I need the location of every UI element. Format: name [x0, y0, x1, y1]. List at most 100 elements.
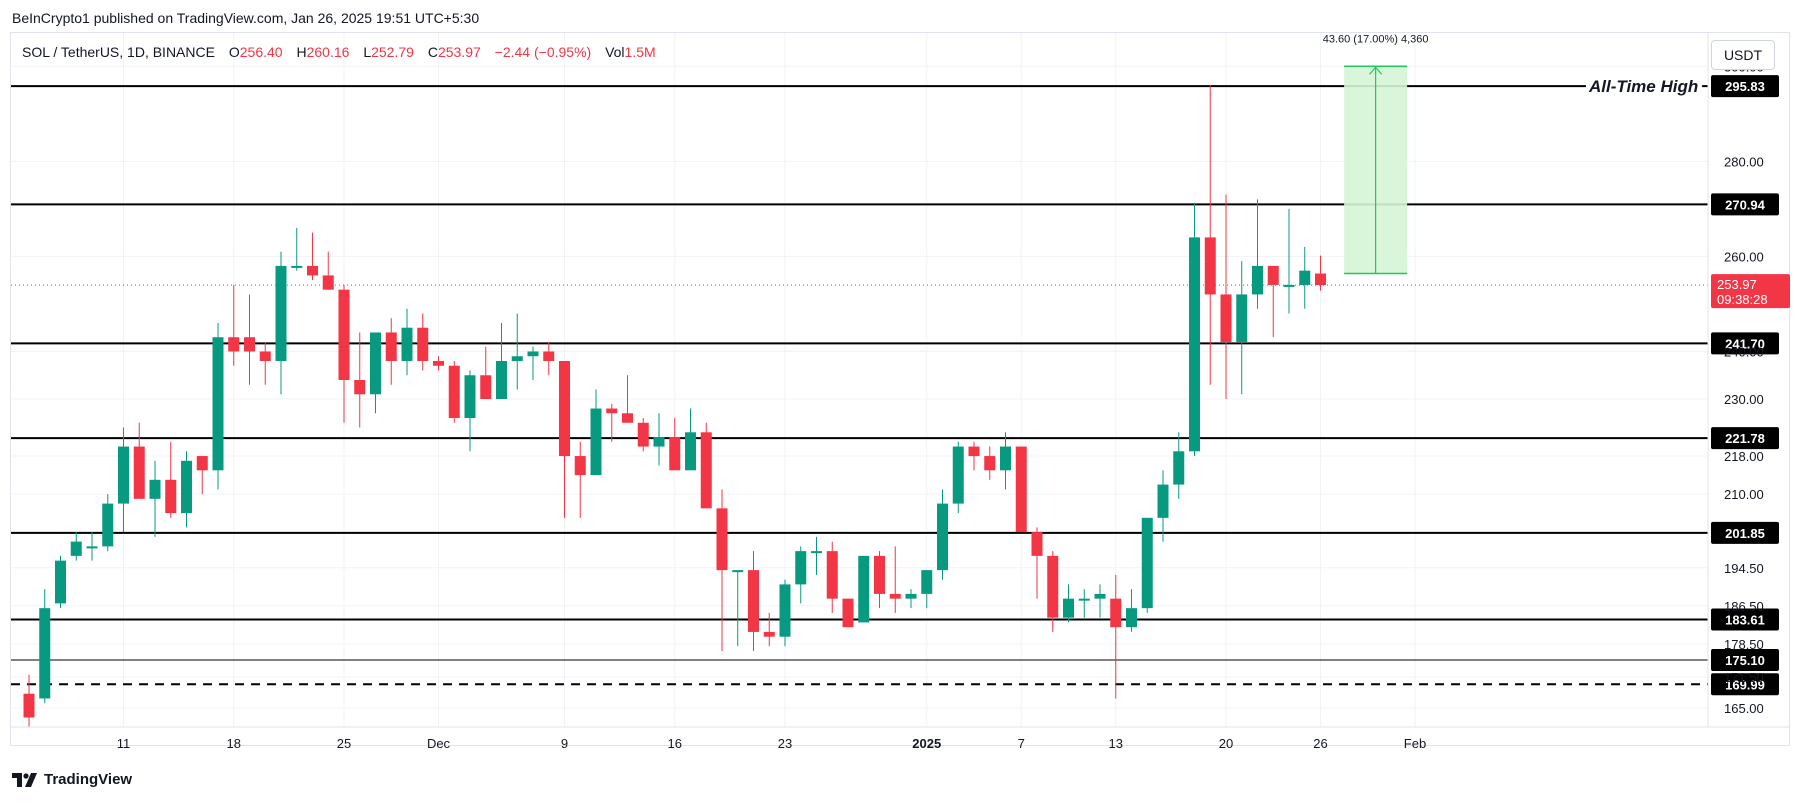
- level-price-tag: [1711, 193, 1779, 216]
- measure-arrow-head: [1369, 66, 1383, 75]
- candle-body: [511, 356, 523, 361]
- legend-low-label: L: [363, 44, 372, 60]
- y-tick-label: 218.00: [1724, 449, 1764, 464]
- level-price-tag: [1711, 332, 1779, 355]
- candle-body: [417, 327, 429, 361]
- candle-body: [181, 460, 192, 514]
- candle-body: [1126, 608, 1137, 628]
- level-price-label: 175.10: [1725, 653, 1765, 668]
- candle-body: [669, 437, 681, 471]
- y-tick-label: 178.50: [1724, 637, 1764, 652]
- y-tick-label: 240.00: [1724, 344, 1764, 359]
- candle-body: [86, 546, 98, 549]
- horizontal-levels: 295.83 All-Time High 270.94 241.70 221.78 201…: [11, 74, 1790, 696]
- last-price-label: 253.97: [1717, 277, 1757, 292]
- candle-body: [385, 332, 397, 361]
- candle-body: [448, 365, 460, 419]
- legend-low-value: 252.79: [371, 44, 414, 60]
- y-tick-label: 260.00: [1724, 249, 1764, 264]
- ohlc-legend: SOL / TetherUS, 1D, BINANCE O256.40 H260…: [22, 44, 656, 60]
- last-price-countdown: 09:38:28: [1717, 292, 1768, 307]
- tradingview-logo-icon: [12, 772, 37, 787]
- x-tick-label: 11: [117, 736, 131, 751]
- candle-body: [354, 380, 366, 395]
- candle-body: [984, 456, 996, 471]
- candle-body: [1063, 598, 1074, 618]
- level-price-label: 241.70: [1725, 336, 1765, 351]
- candle-body: [291, 265, 303, 268]
- candle-body: [1015, 446, 1027, 533]
- candle-body: [858, 555, 870, 623]
- candle-body: [1031, 532, 1043, 556]
- legend-symbol: SOL / TetherUS, 1D, BINANCE: [22, 44, 215, 60]
- legend-open-label: O: [228, 44, 240, 60]
- candle-body: [165, 479, 177, 514]
- candle-body: [433, 360, 444, 366]
- candle-body: [1267, 265, 1279, 285]
- x-tick-label: 2025: [912, 736, 941, 751]
- candle-body: [1157, 484, 1169, 518]
- legend-close-value: 253.97: [437, 44, 481, 60]
- candle-body: [574, 456, 586, 476]
- candle-body: [1094, 593, 1106, 599]
- legend-close-label: C: [427, 44, 438, 60]
- candle-body: [244, 337, 255, 352]
- candle-body: [1173, 451, 1185, 485]
- candle-body: [1141, 517, 1153, 609]
- candle-body: [401, 327, 413, 361]
- candle-body: [590, 408, 602, 476]
- tradingview-brand[interactable]: TradingView: [12, 771, 132, 788]
- candle-body: [322, 275, 334, 290]
- candle-body: [1000, 446, 1011, 471]
- candle-body: [700, 432, 712, 509]
- candle-body: [370, 332, 381, 395]
- level-annotation-bg: [1586, 74, 1702, 99]
- candle-body: [338, 289, 350, 380]
- chart-frame: [10, 32, 1790, 746]
- candle-body: [653, 437, 665, 447]
- level-price-label: 295.83: [1725, 79, 1765, 94]
- y-tick-label: 194.50: [1724, 561, 1764, 576]
- candle-body: [70, 541, 82, 556]
- level-price-tag: [1711, 427, 1779, 450]
- y-tick-label: 210.00: [1724, 487, 1764, 502]
- candle-body: [779, 584, 791, 637]
- x-tick-label: 9: [561, 736, 568, 751]
- x-tick-label: 13: [1109, 736, 1123, 751]
- candle-body: [118, 446, 129, 504]
- last-price-tag: [1711, 274, 1790, 309]
- candle-body: [307, 265, 318, 276]
- candle-body: [921, 570, 933, 594]
- measure-label: 43.60 (17.00%) 4,360: [1323, 33, 1429, 45]
- x-tick-label: 16: [668, 736, 682, 751]
- candle-body: [23, 693, 35, 718]
- candle-body: [1078, 598, 1090, 601]
- y-tick-label: 280.00: [1724, 154, 1764, 169]
- legend-volume-value: 1.5M: [624, 44, 656, 60]
- x-tick-label: Feb: [1404, 736, 1426, 751]
- candle-body: [496, 360, 507, 400]
- candle-body: [732, 570, 744, 573]
- price-range-measure: 43.60 (17.00%) 4,360: [1323, 33, 1429, 275]
- candle-body: [1110, 598, 1122, 628]
- candle-body: [543, 351, 555, 361]
- candle-body: [196, 456, 208, 471]
- candle-body: [811, 551, 822, 554]
- level-price-label: 183.61: [1725, 613, 1765, 628]
- candle-body: [212, 337, 224, 471]
- candle-body: [1283, 284, 1295, 287]
- currency-button[interactable]: USDT: [1711, 40, 1775, 70]
- candle-body: [1236, 294, 1248, 342]
- candle-body: [102, 503, 114, 547]
- candle-body: [748, 570, 759, 632]
- candle-body: [1204, 237, 1216, 295]
- candle-body: [1047, 555, 1059, 618]
- level-price-tag: [1711, 521, 1779, 544]
- candle-body: [1315, 273, 1326, 286]
- level-price-tag: [1711, 648, 1779, 671]
- candle-body: [559, 360, 570, 457]
- level-annotation: All-Time High: [1588, 77, 1698, 96]
- candle-body: [606, 408, 618, 414]
- candles: [23, 85, 1326, 727]
